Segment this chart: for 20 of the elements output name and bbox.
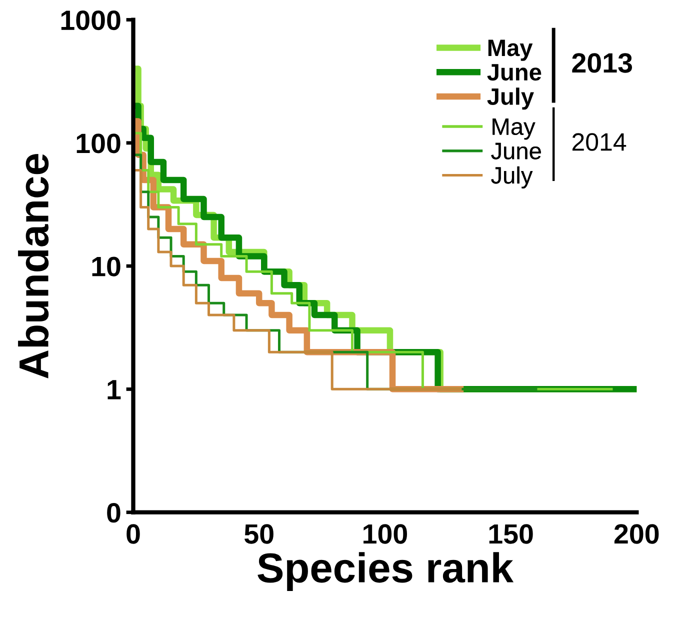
x-tick-label: 150 <box>489 524 533 544</box>
x-tick-label: 100 <box>364 524 407 544</box>
annotation: 2013 <box>572 53 632 73</box>
x-tick-label: 200 <box>614 524 659 544</box>
y-tick-label: 1000 <box>61 10 120 30</box>
legend-label: June <box>487 64 542 81</box>
legend-label: June <box>491 142 541 160</box>
legend-label: July <box>487 88 534 110</box>
x-tick-label: 50 <box>244 524 274 544</box>
legend-label: May <box>488 40 533 61</box>
y-tick-label: 1 <box>108 380 121 400</box>
y-tick-label: 0 <box>107 502 120 523</box>
x-axis-title: Species rank <box>258 552 514 591</box>
y-axis-title: Abundance <box>18 154 49 378</box>
annotation: 2014 <box>572 133 626 151</box>
y-tick-label: 10 <box>92 256 120 276</box>
y-tick-label: 100 <box>76 134 120 154</box>
x-tick-label: 0 <box>126 524 140 544</box>
legend-label: May <box>492 118 536 140</box>
legend-label: July <box>491 166 533 188</box>
